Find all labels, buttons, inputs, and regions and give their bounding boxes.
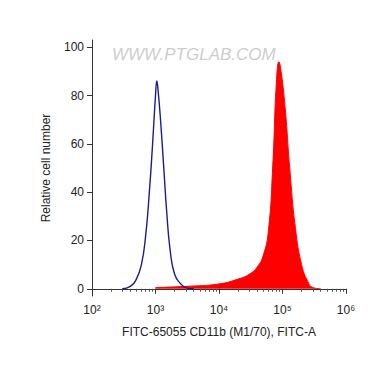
svg-text:10²: 10²: [83, 303, 100, 317]
svg-text:60: 60: [71, 137, 85, 151]
svg-text:80: 80: [71, 89, 85, 103]
svg-text:10⁶: 10⁶: [337, 303, 355, 317]
svg-text:Relative cell number: Relative cell number: [39, 114, 53, 223]
svg-text:10³: 10³: [147, 303, 164, 317]
svg-text:FITC-65055 CD11b (M1/70), FITC: FITC-65055 CD11b (M1/70), FITC-A: [122, 325, 316, 339]
svg-text:100: 100: [64, 40, 84, 54]
svg-text:0: 0: [77, 282, 84, 296]
svg-text:10⁵: 10⁵: [273, 303, 291, 317]
svg-text:20: 20: [71, 233, 85, 247]
svg-text:40: 40: [71, 185, 85, 199]
svg-text:WWW.PTGLAB.COM: WWW.PTGLAB.COM: [112, 45, 277, 64]
svg-text:10⁴: 10⁴: [210, 303, 229, 317]
